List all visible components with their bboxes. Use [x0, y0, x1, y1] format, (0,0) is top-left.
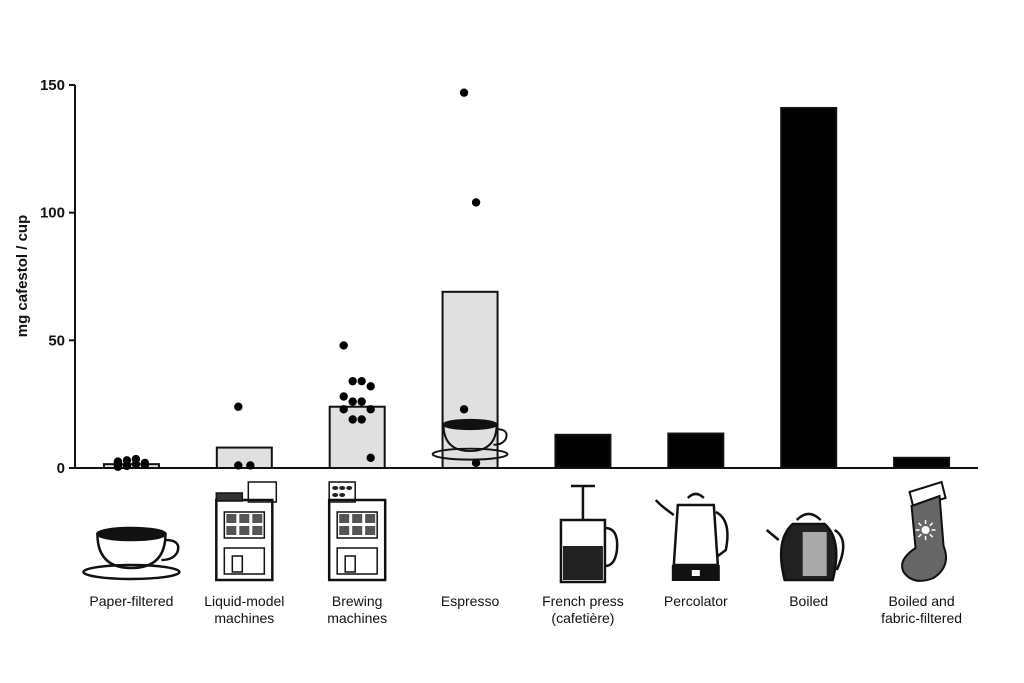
data-point — [459, 88, 469, 97]
y-axis-label: mg cafestol / cup — [14, 215, 31, 338]
y-tick-label: 100 — [40, 205, 65, 222]
category-label: Boiled and fabric-filtered — [857, 593, 987, 627]
percolator-icon — [654, 492, 729, 581]
category-label-line: (cafetière) — [551, 610, 615, 626]
data-point — [339, 392, 348, 401]
category-label: French press (cafetière) — [518, 593, 648, 627]
espresso-cup-icon — [431, 418, 509, 461]
category-label-line: fabric-filtered — [881, 610, 963, 626]
data-point — [122, 461, 132, 471]
liquid-model-machine-icon — [215, 481, 278, 582]
category-label-line: Espresso — [440, 593, 500, 609]
category-label-line: French press — [542, 593, 624, 609]
data-point — [471, 458, 481, 468]
category-label: Boiled — [744, 593, 874, 610]
bar — [328, 405, 386, 469]
data-point — [348, 376, 357, 386]
bar — [554, 433, 612, 470]
boiled-kettle-icon — [765, 512, 845, 582]
data-point — [357, 415, 366, 424]
category-label: Paper-filtered — [66, 593, 196, 610]
category-label-line: machines — [327, 610, 388, 626]
data-point — [459, 405, 469, 414]
category-label: Percolator — [631, 593, 761, 610]
data-point — [113, 458, 123, 467]
data-point — [366, 382, 375, 391]
data-point — [357, 397, 366, 406]
bar — [667, 432, 725, 469]
bar — [102, 463, 160, 470]
bar — [893, 456, 951, 469]
category-label: Brewing machines — [292, 593, 422, 627]
category-label-line: Brewing — [331, 593, 383, 609]
data-point — [348, 397, 357, 406]
data-point — [140, 460, 150, 470]
brewing-machine-icon — [327, 481, 387, 582]
category-label-line: machines — [214, 610, 275, 626]
category-label-line: Boiled — [789, 593, 829, 609]
data-point — [339, 341, 348, 350]
y-tick-label: 50 — [48, 332, 65, 349]
bar — [780, 106, 838, 469]
data-point — [366, 453, 375, 462]
data-point — [234, 461, 243, 470]
y-tick-label: 150 — [40, 77, 65, 94]
data-point — [366, 405, 375, 414]
category-label: Espresso — [405, 593, 535, 610]
category-label: Liquid-model machines — [179, 593, 309, 627]
fabric-filter-sock-icon — [901, 480, 947, 582]
category-label-line: Boiled and — [888, 593, 955, 609]
french-press-icon — [559, 484, 619, 584]
data-point — [246, 461, 255, 470]
category-label-line: Paper-filtered — [89, 593, 174, 609]
bar — [215, 446, 273, 469]
data-point — [234, 402, 243, 411]
bar — [441, 290, 499, 469]
data-point — [357, 376, 366, 386]
data-point — [471, 198, 481, 207]
data-point — [339, 405, 348, 414]
data-point — [131, 454, 141, 464]
paper-filtered-cup-icon — [82, 526, 181, 581]
y-tick-label: 0 — [57, 460, 65, 477]
category-label-line: Liquid-model — [204, 593, 285, 609]
category-label-line: Percolator — [663, 593, 728, 609]
data-point — [348, 415, 357, 424]
